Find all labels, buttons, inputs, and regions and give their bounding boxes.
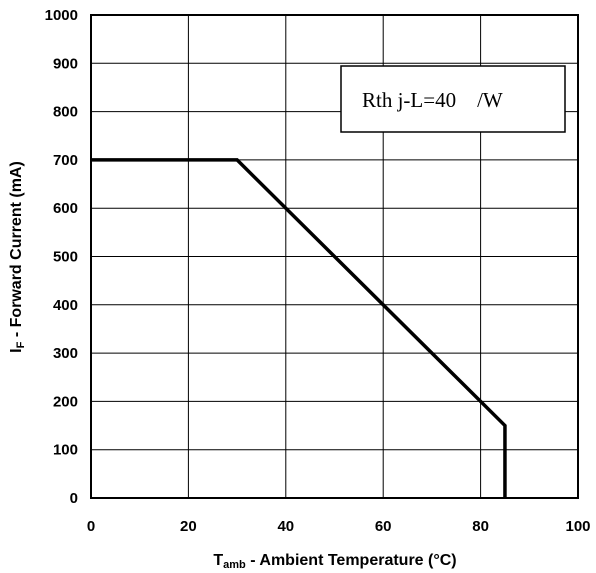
x-tick-label: 100 — [565, 518, 590, 535]
y-tick-label: 1000 — [45, 7, 78, 24]
series-layer — [91, 158, 507, 498]
plot-frame — [90, 14, 579, 499]
x-tick-label: 60 — [375, 518, 392, 535]
y-tick-label: 200 — [53, 393, 78, 410]
y-tick-labels: 0 100 200 300 400 500 600 700 800 900 1000 — [45, 7, 78, 507]
y-tick-label: 0 — [70, 490, 78, 507]
y-tick-label: 300 — [53, 345, 78, 362]
y-axis-title-main: I — [8, 348, 25, 352]
series-line — [91, 158, 507, 498]
y-axis-title: IF - Forward Current (mA) — [8, 161, 27, 353]
x-axis-title: Tamb - Ambient Temperature (°C) — [213, 552, 456, 571]
x-axis-title-sub: amb — [223, 559, 246, 571]
y-tick-label: 500 — [53, 249, 78, 266]
y-tick-label: 900 — [53, 55, 78, 72]
x-tick-labels: 0 20 40 60 80 100 — [87, 518, 591, 535]
x-axis-title-rest: - Ambient Temperature (°C) — [246, 552, 457, 569]
annotation-frame — [340, 65, 566, 133]
annotation-text: Rth j-L=40 /W — [362, 88, 503, 112]
y-tick-label: 800 — [53, 104, 78, 121]
y-axis-title-sub: F — [15, 341, 27, 348]
y-tick-label: 100 — [53, 442, 78, 459]
y-tick-label: 700 — [53, 152, 78, 169]
annotation-box: Rth j-L=40 /W — [340, 65, 566, 133]
y-axis-title-rest: - Forward Current (mA) — [8, 161, 25, 341]
x-tick-label: 40 — [277, 518, 294, 535]
x-axis-title-main: T — [213, 552, 223, 569]
x-tick-label: 80 — [472, 518, 489, 535]
x-tick-label: 0 — [87, 518, 95, 535]
x-tick-label: 20 — [180, 518, 197, 535]
y-tick-label: 400 — [53, 297, 78, 314]
y-tick-label: 600 — [53, 200, 78, 217]
